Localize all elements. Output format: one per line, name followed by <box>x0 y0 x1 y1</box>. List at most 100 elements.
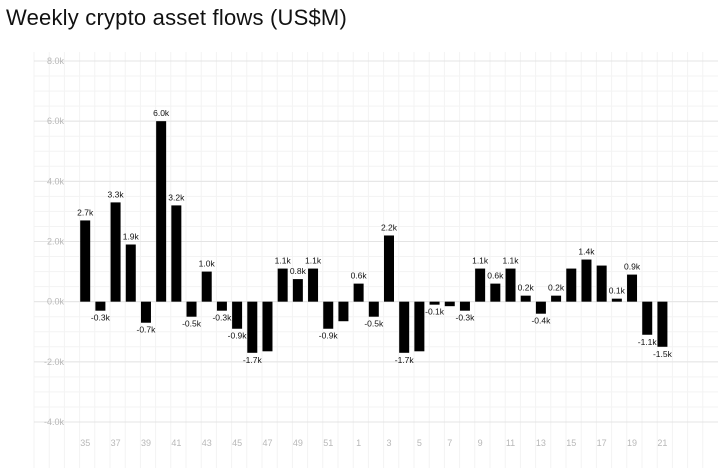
x-tick-label: 21 <box>657 438 667 448</box>
data-label: 0.6k <box>351 271 368 281</box>
data-label: -1.7k <box>395 355 415 365</box>
x-tick-label: 19 <box>627 438 637 448</box>
data-label: -0.9k <box>319 331 339 341</box>
data-labels: 2.7k -0.3k 3.3k 1.9k -0.7k 6.0k 3.2k -0.5k 1.0k -… <box>77 108 672 365</box>
chart-title: Weekly crypto asset flows (US$M) <box>6 5 347 30</box>
bar <box>338 301 349 322</box>
bar <box>323 301 334 329</box>
bar <box>353 283 364 302</box>
data-label: -0.4k <box>531 316 551 326</box>
x-tick-label: 51 <box>323 438 333 448</box>
x-tick-label: 47 <box>262 438 272 448</box>
bar <box>156 121 167 302</box>
bar <box>140 301 151 323</box>
x-tick-label: 41 <box>171 438 181 448</box>
data-label: -0.1k <box>425 307 445 317</box>
x-axis-ticks: 35 37 39 41 43 45 47 49 51 1 3 5 7 9 11 13 15 17 19 21 <box>80 438 667 448</box>
y-axis-ticks: 8.0k 6.0k 4.0k 2.0k 0.0k -2.0k -4.0k <box>44 56 65 427</box>
y-tick-label: -2.0k <box>44 357 65 367</box>
x-tick-label: 3 <box>386 438 391 448</box>
bar <box>535 301 546 314</box>
data-label: 2.7k <box>77 207 94 217</box>
data-label: 1.1k <box>472 256 489 266</box>
x-tick-label: 9 <box>478 438 483 448</box>
data-label: -0.5k <box>364 319 384 329</box>
bar <box>490 283 501 302</box>
data-label: 0.1k <box>609 286 626 296</box>
bar <box>596 265 607 302</box>
data-label: -0.5k <box>182 319 202 329</box>
bar <box>368 301 379 317</box>
bar <box>444 301 455 307</box>
bar <box>657 301 668 347</box>
y-tick-label: 4.0k <box>47 176 65 186</box>
data-label: -0.7k <box>137 325 157 335</box>
x-tick-label: 45 <box>232 438 242 448</box>
bar <box>292 279 303 302</box>
x-tick-label: 43 <box>202 438 212 448</box>
data-label: -0.3k <box>455 313 475 323</box>
data-label: 0.2k <box>518 283 535 293</box>
data-label: 1.1k <box>502 256 519 266</box>
data-label: 1.4k <box>578 247 595 257</box>
data-label: 6.0k <box>153 108 170 118</box>
bar <box>520 295 531 302</box>
data-label: -0.3k <box>212 313 232 323</box>
bar <box>80 220 91 302</box>
bar <box>247 301 258 353</box>
bar <box>475 268 486 302</box>
data-label: 0.8k <box>290 266 307 276</box>
bar <box>125 244 136 302</box>
data-label: 3.3k <box>108 189 125 199</box>
x-tick-label: 35 <box>80 438 90 448</box>
bar <box>110 202 121 302</box>
grid-lines <box>33 52 718 468</box>
y-tick-label: 6.0k <box>47 116 65 126</box>
bar <box>505 268 516 302</box>
data-label: -0.3k <box>91 313 111 323</box>
bar <box>581 259 592 302</box>
y-tick-label: 0.0k <box>47 297 65 307</box>
x-tick-label: 37 <box>111 438 121 448</box>
data-label: 0.6k <box>487 271 504 281</box>
x-tick-label: 39 <box>141 438 151 448</box>
x-tick-label: 17 <box>597 438 607 448</box>
bar <box>308 268 319 302</box>
bar <box>277 268 288 302</box>
bar <box>551 295 562 302</box>
data-label: -1.1k <box>638 337 658 347</box>
bar <box>384 235 394 302</box>
data-label: 0.2k <box>548 283 565 293</box>
bar <box>642 301 653 335</box>
bar <box>232 301 243 329</box>
bar <box>627 274 638 302</box>
bar <box>566 268 577 302</box>
data-label: 1.0k <box>199 259 216 269</box>
bar <box>171 205 182 302</box>
bar <box>216 301 227 311</box>
x-tick-label: 1 <box>356 438 361 448</box>
bars <box>80 121 668 353</box>
x-tick-label: 11 <box>506 438 515 448</box>
bar <box>262 301 273 352</box>
y-tick-label: -4.0k <box>44 417 65 427</box>
y-tick-label: 8.0k <box>47 56 65 66</box>
data-label: 0.9k <box>624 262 641 272</box>
data-label: -1.7k <box>243 355 263 365</box>
bar <box>399 301 410 353</box>
y-tick-label: 2.0k <box>47 237 65 247</box>
bar <box>414 301 425 352</box>
data-label: 1.1k <box>305 256 322 266</box>
bar <box>186 301 197 317</box>
data-label: -0.9k <box>228 331 248 341</box>
x-tick-label: 5 <box>417 438 422 448</box>
bar <box>429 301 440 305</box>
bar <box>611 298 622 302</box>
bar <box>95 301 106 311</box>
x-tick-label: 15 <box>566 438 576 448</box>
data-label: 3.2k <box>168 192 185 202</box>
x-tick-label: 7 <box>447 438 452 448</box>
x-tick-label: 49 <box>293 438 303 448</box>
data-label: -1.5k <box>653 349 673 359</box>
